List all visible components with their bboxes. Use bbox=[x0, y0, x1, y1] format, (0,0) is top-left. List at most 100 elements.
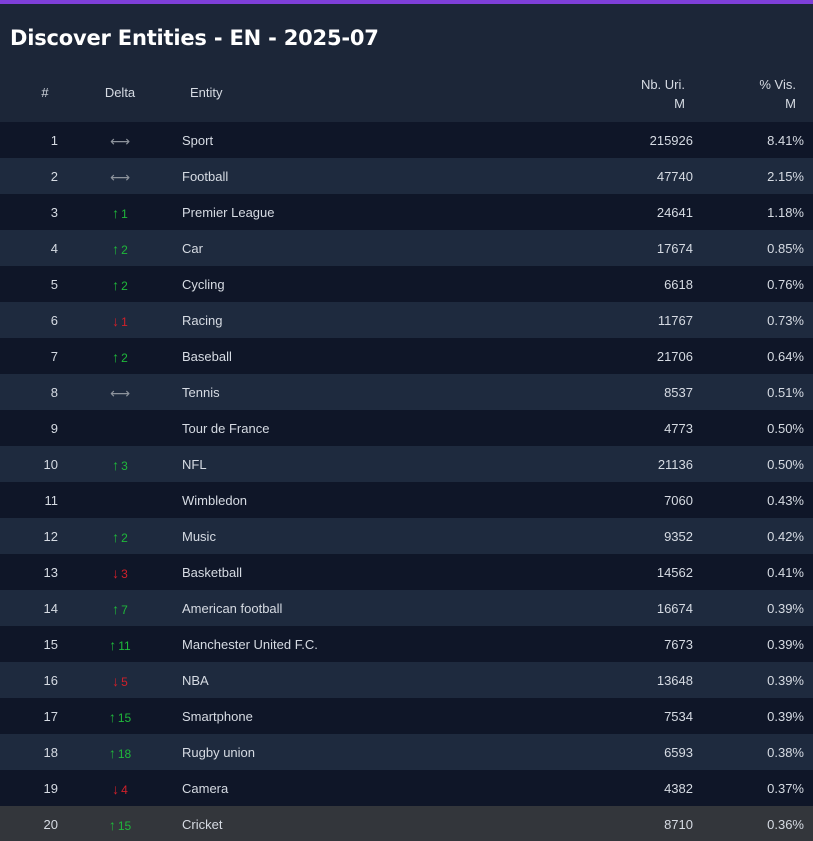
column-header-nb-uri[interactable]: Nb. Uri. M bbox=[641, 75, 685, 113]
column-header-nb-uri-label: Nb. Uri. bbox=[640, 77, 685, 92]
arrow-up-icon: ↑ bbox=[109, 637, 117, 653]
nb-uri-cell: 7060 bbox=[664, 493, 693, 508]
arrow-up-icon: ↑ bbox=[112, 529, 120, 545]
delta-cell bbox=[98, 482, 142, 518]
table-row[interactable]: 19 ↓ 4 Camera 4382 0.37% bbox=[0, 770, 813, 806]
rank-cell: 6 bbox=[50, 313, 58, 328]
rank-cell: 15 bbox=[43, 637, 58, 652]
delta-cell: ⟷ bbox=[98, 122, 142, 158]
visibility-cell: 0.36% bbox=[767, 817, 804, 832]
column-header-nb-uri-unit: M bbox=[674, 96, 685, 111]
table-row[interactable]: 7 ↑ 2 Baseball 21706 0.64% bbox=[0, 338, 813, 374]
delta-value: 4 bbox=[121, 783, 128, 797]
entity-cell: Basketball bbox=[182, 565, 242, 580]
delta-value: 2 bbox=[121, 243, 128, 257]
table-row[interactable]: 13 ↓ 3 Basketball 14562 0.41% bbox=[0, 554, 813, 590]
table-row[interactable]: 20 ↑ 15 Cricket 8710 0.36% bbox=[0, 806, 813, 841]
delta-value: 2 bbox=[121, 531, 128, 545]
delta-value: 1 bbox=[121, 315, 128, 329]
table-row[interactable]: 10 ↑ 3 NFL 21136 0.50% bbox=[0, 446, 813, 482]
table-row[interactable]: 6 ↓ 1 Racing 11767 0.73% bbox=[0, 302, 813, 338]
nb-uri-cell: 14562 bbox=[656, 565, 693, 580]
nb-uri-cell: 4382 bbox=[664, 781, 693, 796]
delta-cell: ↑ 11 bbox=[98, 626, 142, 662]
visibility-cell: 0.85% bbox=[767, 241, 804, 256]
visibility-cell: 0.50% bbox=[767, 457, 804, 472]
entity-cell: Music bbox=[182, 529, 216, 544]
visibility-cell: 0.41% bbox=[767, 565, 804, 580]
delta-value: 15 bbox=[117, 711, 132, 725]
delta-cell: ↑ 18 bbox=[98, 734, 142, 770]
rank-cell: 16 bbox=[43, 673, 58, 688]
column-header-delta[interactable]: Delta bbox=[104, 85, 136, 100]
delta-value: 5 bbox=[121, 675, 128, 689]
table-row[interactable]: 1 ⟷ Sport 215926 8.41% bbox=[0, 122, 813, 158]
table-row[interactable]: 3 ↑ 1 Premier League 24641 1.18% bbox=[0, 194, 813, 230]
nb-uri-cell: 4773 bbox=[664, 421, 693, 436]
table-row[interactable]: 17 ↑ 15 Smartphone 7534 0.39% bbox=[0, 698, 813, 734]
delta-value: 1 bbox=[121, 207, 128, 221]
visibility-cell: 0.39% bbox=[767, 673, 804, 688]
entity-cell: Premier League bbox=[182, 205, 275, 220]
arrow-up-icon: ↑ bbox=[112, 349, 120, 365]
arrow-up-icon: ↑ bbox=[112, 205, 120, 221]
rank-cell: 19 bbox=[43, 781, 58, 796]
column-header-rank[interactable]: # bbox=[41, 85, 49, 100]
delta-value: 3 bbox=[121, 567, 128, 581]
table-row[interactable]: 14 ↑ 7 American football 16674 0.39% bbox=[0, 590, 813, 626]
table-row[interactable]: 18 ↑ 18 Rugby union 6593 0.38% bbox=[0, 734, 813, 770]
entity-cell: Smartphone bbox=[182, 709, 253, 724]
table-row[interactable]: 9 Tour de France 4773 0.50% bbox=[0, 410, 813, 446]
table-row[interactable]: 16 ↓ 5 NBA 13648 0.39% bbox=[0, 662, 813, 698]
table-row[interactable]: 4 ↑ 2 Car 17674 0.85% bbox=[0, 230, 813, 266]
entity-cell: Football bbox=[182, 169, 229, 184]
entity-cell: American football bbox=[182, 601, 283, 616]
visibility-cell: 0.39% bbox=[767, 601, 804, 616]
entity-cell: Tennis bbox=[182, 385, 220, 400]
rank-cell: 13 bbox=[43, 565, 58, 580]
table-header: # Delta Entity Nb. Uri. M % Vis. M bbox=[0, 68, 813, 122]
table-row[interactable]: 2 ⟷ Football 47740 2.15% bbox=[0, 158, 813, 194]
rank-cell: 3 bbox=[50, 205, 58, 220]
visibility-cell: 0.42% bbox=[767, 529, 804, 544]
entity-cell: Wimbledon bbox=[182, 493, 248, 508]
table-row[interactable]: 15 ↑ 11 Manchester United F.C. 7673 0.39% bbox=[0, 626, 813, 662]
table-row[interactable]: 11 Wimbledon 7060 0.43% bbox=[0, 482, 813, 518]
visibility-cell: 0.50% bbox=[767, 421, 804, 436]
delta-cell: ↑ 3 bbox=[98, 446, 142, 482]
nb-uri-cell: 21136 bbox=[657, 457, 693, 472]
rank-cell: 11 bbox=[44, 493, 59, 508]
nb-uri-cell: 6593 bbox=[664, 745, 693, 760]
arrow-down-icon: ↓ bbox=[112, 781, 120, 797]
entity-cell: Baseball bbox=[182, 349, 232, 364]
nb-uri-cell: 21706 bbox=[656, 349, 693, 364]
left-right-arrow-icon: ⟷ bbox=[109, 169, 131, 185]
nb-uri-cell: 8537 bbox=[664, 385, 693, 400]
table-row[interactable]: 8 ⟷ Tennis 8537 0.51% bbox=[0, 374, 813, 410]
rank-cell: 1 bbox=[50, 133, 58, 148]
entity-cell: NFL bbox=[182, 457, 207, 472]
nb-uri-cell: 7534 bbox=[664, 709, 693, 724]
delta-cell: ↓ 3 bbox=[98, 554, 142, 590]
delta-cell: ↑ 15 bbox=[98, 698, 142, 734]
arrow-up-icon: ↑ bbox=[112, 457, 120, 473]
rank-cell: 10 bbox=[43, 457, 58, 472]
delta-value: 18 bbox=[117, 747, 132, 761]
rank-cell: 2 bbox=[50, 169, 58, 184]
nb-uri-cell: 47740 bbox=[656, 169, 693, 184]
visibility-cell: 2.15% bbox=[767, 169, 804, 184]
table-row[interactable]: 5 ↑ 2 Cycling 6618 0.76% bbox=[0, 266, 813, 302]
visibility-cell: 0.43% bbox=[767, 493, 804, 508]
column-header-entity[interactable]: Entity bbox=[190, 85, 223, 100]
visibility-cell: 0.73% bbox=[767, 313, 804, 328]
delta-cell: ↑ 2 bbox=[98, 266, 142, 302]
nb-uri-cell: 11767 bbox=[657, 313, 693, 328]
nb-uri-cell: 8710 bbox=[664, 817, 693, 832]
rank-cell: 18 bbox=[43, 745, 58, 760]
rank-cell: 8 bbox=[50, 385, 58, 400]
delta-cell: ↑ 2 bbox=[98, 518, 142, 554]
table-row[interactable]: 12 ↑ 2 Music 9352 0.42% bbox=[0, 518, 813, 554]
column-header-vis[interactable]: % Vis. M bbox=[759, 75, 796, 113]
rank-cell: 4 bbox=[50, 241, 58, 256]
visibility-cell: 0.39% bbox=[767, 637, 804, 652]
